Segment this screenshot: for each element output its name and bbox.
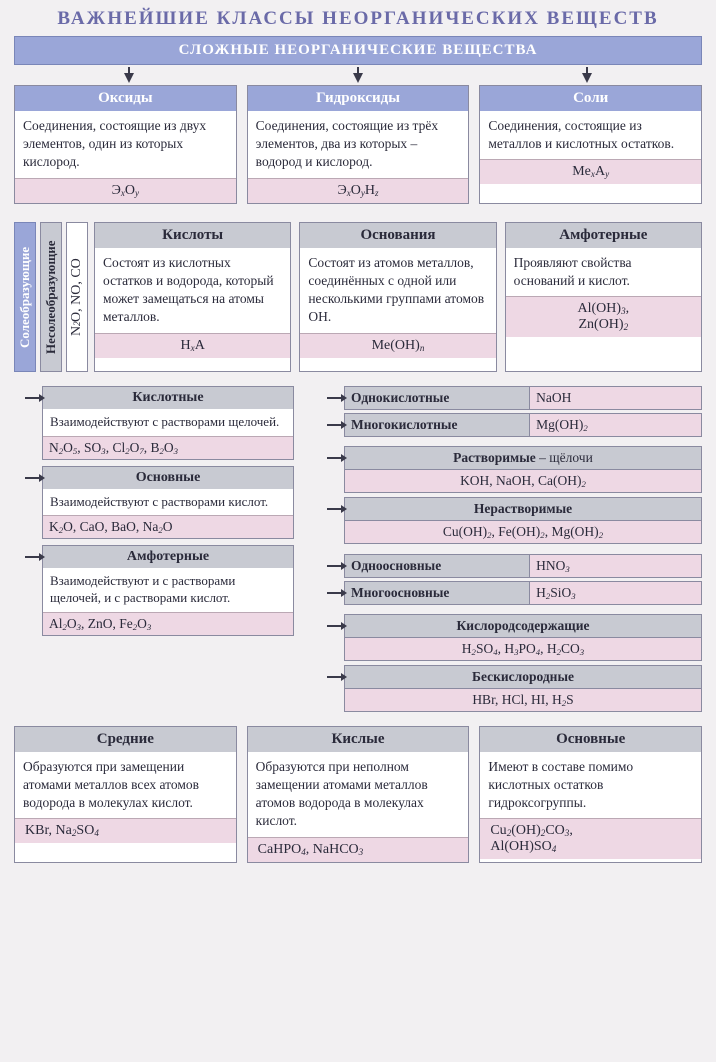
hydroxides-body: Соединения, состоящие из трёх элементов,… xyxy=(248,111,469,178)
oxides-head: Оксиды xyxy=(15,86,236,111)
subtypes-row: Кислотные Взаимодействуют с растворами щ… xyxy=(14,386,702,716)
poly-acid-base-label: Многокислотные xyxy=(345,414,530,436)
basic-salts-body: Имеют в составе помимо кислотных остатко… xyxy=(480,752,701,819)
salts-body: Соединения, состоящие из металлов и кисл… xyxy=(480,111,701,159)
salts-formula: MexAy xyxy=(480,159,701,184)
hydroxides-box: Гидроксиды Соединения, состоящие из трёх… xyxy=(247,85,470,204)
acidic-oxide-body: Взаимодействуют с растворами щелочей. xyxy=(43,409,293,436)
hydroxides-formula: ЭxOyHz xyxy=(248,178,469,203)
poly-basic-acid-val: H2SiO3 xyxy=(530,582,701,604)
acids-box: Кислоты Состоят из кислотных остатков и … xyxy=(94,222,291,372)
acidic-oxide-head: Кислотные xyxy=(43,387,293,409)
oxides-formula: ЭxOy xyxy=(15,178,236,203)
insoluble-base-val: Cu(OH)2, Fe(OH)2, Mg(OH)2 xyxy=(344,521,702,544)
amph-body: Проявляют свойства оснований и кислот. xyxy=(506,248,701,296)
oxy-acid-val: H2SO4, H3PO4, H2CO3 xyxy=(344,638,702,661)
basic-oxide-body: Взаимодействуют с растворами кислот. xyxy=(43,489,293,516)
mono-basic-acid-label: Одноосновные xyxy=(345,555,530,577)
insoluble-base-head: Нерастворимые xyxy=(344,497,702,521)
nonsaltforming-formula: N2O, NO, CO xyxy=(66,222,88,372)
medium-salts-box: Средние Образуются при замещении атомами… xyxy=(14,726,237,863)
amph-oxide-body: Взаимодействуют и с растворами щелочей, … xyxy=(43,568,293,612)
arrow-down-icon xyxy=(582,73,592,83)
acidic-salts-box: Кислые Образуются при неполном замещении… xyxy=(247,726,470,863)
amph-oxide-formula: Al2O3, ZnO, Fe2O3 xyxy=(43,612,293,635)
salts-head: Соли xyxy=(480,86,701,111)
base-subtypes: Однокислотные NaOH Многокислотные Mg(OH)… xyxy=(344,386,702,544)
middle-section: Солеобразующие Несолеобразующие N2O, NO,… xyxy=(14,222,702,372)
acids-formula: HxA xyxy=(95,333,290,358)
saltforming-label: Солеобразующие xyxy=(14,222,36,372)
anoxy-acid-head: Бескислородные xyxy=(344,665,702,689)
basic-salts-formula: Cu2(OH)2CO3,Al(OH)SO4 xyxy=(480,818,701,859)
bases-box: Основания Состоят из атомов металлов, со… xyxy=(299,222,496,372)
amph-formula: Al(OH)3,Zn(OH)2 xyxy=(506,296,701,337)
basic-oxide-formula: K2O, CaO, BaO, Na2O xyxy=(43,515,293,538)
anoxy-acid-val: HBr, HCl, HI, H2S xyxy=(344,689,702,712)
mono-basic-acid-val: HNO3 xyxy=(530,555,701,577)
acids-body: Состоят из кислотных остатков и водорода… xyxy=(95,248,290,333)
top-classes-row: Оксиды Соединения, состоящие из двух эле… xyxy=(14,85,702,204)
basic-oxide-head: Основные xyxy=(43,467,293,489)
oxy-acid-head: Кислородсодержащие xyxy=(344,614,702,638)
basic-salts-head: Основные xyxy=(480,727,701,752)
nonsaltforming-label: Несолеобразующие xyxy=(40,222,62,372)
acidic-salts-body: Образуются при неполном замещении атомам… xyxy=(248,752,469,837)
arrow-down-icon xyxy=(353,73,363,83)
base-acid-subtypes: Однокислотные NaOH Многокислотные Mg(OH)… xyxy=(304,386,702,716)
basic-oxide-box: Основные Взаимодействуют с растворами ки… xyxy=(42,466,294,540)
oxide-saltforming-group: Солеобразующие Несолеобразующие N2O, NO,… xyxy=(14,222,88,372)
medium-salts-formula: KBr, Na2SO4 xyxy=(15,818,236,843)
mono-acid-base-val: NaOH xyxy=(530,387,701,409)
poly-acid-base-val: Mg(OH)2 xyxy=(530,414,701,436)
mono-acid-base-label: Однокислотные xyxy=(345,387,530,409)
salts-box: Соли Соединения, состоящие из металлов и… xyxy=(479,85,702,204)
basic-salts-box: Основные Имеют в составе помимо кислотны… xyxy=(479,726,702,863)
soluble-base-val: KOH, NaOH, Ca(OH)2 xyxy=(344,470,702,493)
salts-subtypes-row: Средние Образуются при замещении атомами… xyxy=(14,726,702,863)
acidic-salts-head: Кислые xyxy=(248,727,469,752)
soluble-base-head: Растворимые – щёлочи xyxy=(344,446,702,470)
medium-salts-head: Средние xyxy=(15,727,236,752)
acids-head: Кислоты xyxy=(95,223,290,248)
arrow-down-icon xyxy=(124,73,134,83)
amphoteric-oxide-box: Амфотерные Взаимодействуют и с растворам… xyxy=(42,545,294,636)
page-title: ВАЖНЕЙШИЕ КЛАССЫ НЕОРГАНИЧЕСКИХ ВЕЩЕСТВ xyxy=(14,8,702,30)
acidic-oxide-box: Кислотные Взаимодействуют с растворами щ… xyxy=(42,386,294,460)
amph-head: Амфотерные xyxy=(506,223,701,248)
bases-body: Состоят из атомов металлов, соединённых … xyxy=(300,248,495,333)
poly-basic-acid-row: Многоосновные H2SiO3 xyxy=(344,581,702,605)
acidic-salts-formula: CaHPO4, NaHCO3 xyxy=(248,837,469,862)
bases-head: Основания xyxy=(300,223,495,248)
acidic-oxide-formula: N2O5, SO3, Cl2O7, B2O3 xyxy=(43,436,293,459)
acid-subtypes: Одноосновные HNO3 Многоосновные H2SiO3 К… xyxy=(344,554,702,712)
amphoteric-hydroxides-box: Амфотерные Проявляют свойства оснований … xyxy=(505,222,702,372)
oxides-box: Оксиды Соединения, состоящие из двух эле… xyxy=(14,85,237,204)
subtitle-bar: СЛОЖНЫЕ НЕОРГАНИЧЕСКИЕ ВЕЩЕСТВА xyxy=(14,36,702,65)
arrow-row-top xyxy=(14,67,702,85)
bases-formula: Me(OH)n xyxy=(300,333,495,358)
poly-basic-acid-label: Многоосновные xyxy=(345,582,530,604)
poly-acid-base-row: Многокислотные Mg(OH)2 xyxy=(344,413,702,437)
oxides-body: Соединения, состоящие из двух элементов,… xyxy=(15,111,236,178)
amph-oxide-head: Амфотерные xyxy=(43,546,293,568)
oxide-subtypes: Кислотные Взаимодействуют с растворами щ… xyxy=(14,386,294,716)
mono-basic-acid-row: Одноосновные HNO3 xyxy=(344,554,702,578)
mono-acid-base-row: Однокислотные NaOH xyxy=(344,386,702,410)
hydroxides-head: Гидроксиды xyxy=(248,86,469,111)
medium-salts-body: Образуются при замещении атомами металло… xyxy=(15,752,236,819)
